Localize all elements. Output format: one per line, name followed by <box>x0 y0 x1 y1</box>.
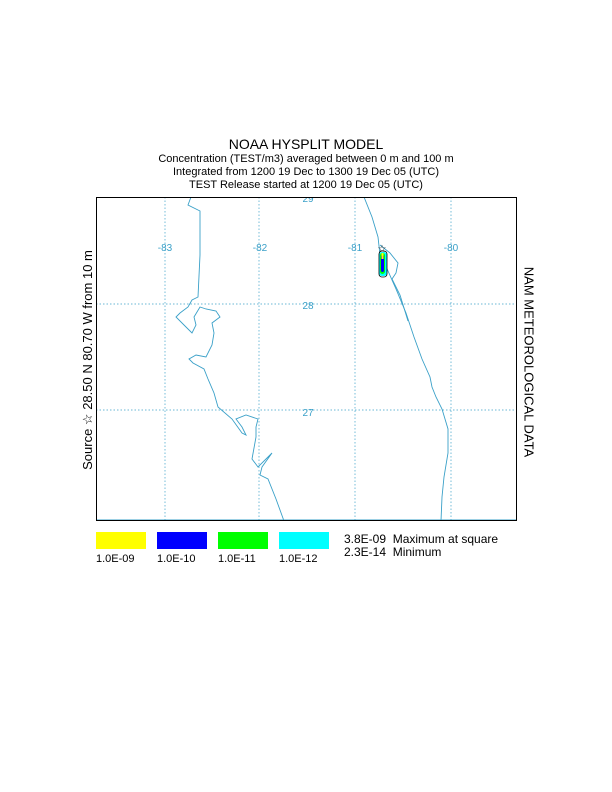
legend-swatch-cyan <box>279 532 329 549</box>
lon-label: -82 <box>253 243 268 254</box>
lon-label: -81 <box>348 243 363 254</box>
lon-label: -80 <box>444 243 459 254</box>
concentration-subtitle: Concentration (TEST/m3) averaged between… <box>158 153 454 165</box>
plume-contours <box>378 250 388 278</box>
lat-label: 29 <box>302 197 314 205</box>
source-location-text: Source ☆ 28.50 N 80.70 W from 10 m <box>80 250 95 470</box>
maximum-label: Maximum at square <box>392 532 499 546</box>
legend-item: 1.0E-09 <box>96 532 146 565</box>
legend-label: 1.0E-10 <box>157 553 196 565</box>
map-border <box>96 197 517 521</box>
lat-label: 27 <box>302 408 314 419</box>
lat-label: 28 <box>302 301 314 312</box>
lon-label: -83 <box>158 243 173 254</box>
minimum-value: 2.3E-14 <box>344 545 387 559</box>
lat-labels: 29 28 27 <box>302 197 314 419</box>
map-title: NOAA HYSPLIT MODEL <box>228 136 384 152</box>
legend-swatch-yellow <box>96 532 146 549</box>
maximum-row: 3.8E-09 Maximum at square <box>344 533 498 546</box>
gulf-coastline <box>175 197 285 521</box>
legend-item: 1.0E-10 <box>157 532 207 565</box>
plume-outline <box>378 250 388 278</box>
lat-lon-grid <box>96 197 517 521</box>
integration-period: Integrated from 1200 19 Dec to 1300 19 D… <box>173 166 439 178</box>
legend-swatch-blue <box>157 532 207 549</box>
minimum-label: Minimum <box>392 545 442 559</box>
map-frame: -83 -82 -81 -80 29 28 27 ☆ <box>96 197 517 521</box>
source-star-icon: ☆ <box>378 244 387 255</box>
barrier-island <box>379 244 409 322</box>
plume-yellow <box>381 253 384 259</box>
lon-labels: -83 -82 -81 -80 <box>158 243 459 254</box>
meteorological-data-text: NAM METEOROLOGICAL DATA <box>521 266 537 458</box>
plume-blue <box>381 255 384 272</box>
legend-item: 1.0E-11 <box>218 532 268 565</box>
maximum-value: 3.8E-09 <box>344 532 387 546</box>
legend-label: 1.0E-09 <box>96 553 135 565</box>
concentration-stats: 3.8E-09 Maximum at square 2.3E-14 Minimu… <box>344 533 498 559</box>
legend-swatch-green <box>218 532 268 549</box>
minimum-row: 2.3E-14 Minimum <box>344 546 498 559</box>
release-start: TEST Release started at 1200 19 Dec 05 (… <box>189 179 423 191</box>
legend-label: 1.0E-11 <box>218 553 256 565</box>
legend-item: 1.0E-12 <box>279 532 329 565</box>
legend-label: 1.0E-12 <box>279 553 318 565</box>
